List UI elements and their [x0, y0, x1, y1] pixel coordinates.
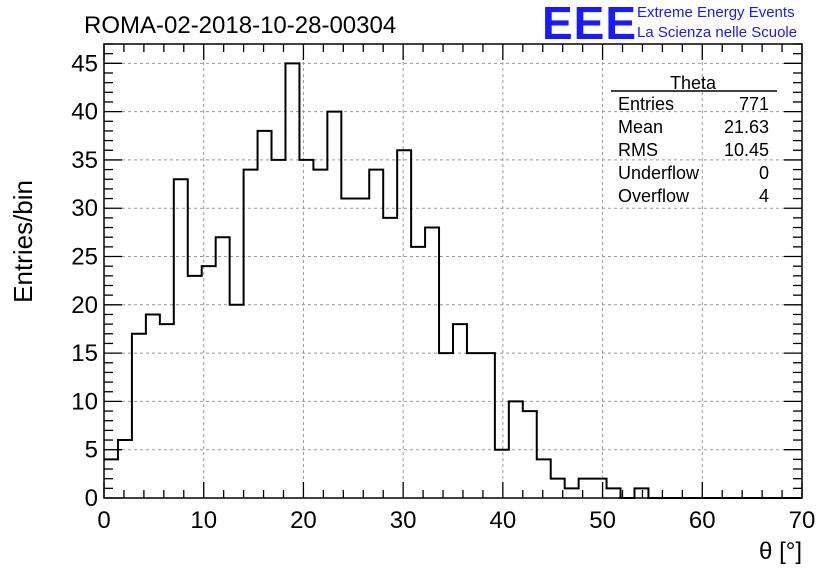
x-tick-label: 0: [97, 507, 110, 534]
stats-label-overflow: Overflow: [618, 186, 690, 206]
y-tick-label: 30: [71, 195, 98, 222]
x-tick-label: 50: [589, 507, 616, 534]
x-tick-labels: 0 10 20 30 40 50 60 70: [97, 507, 815, 534]
x-tick-label: 10: [190, 507, 217, 534]
stats-value-mean: 21.63: [724, 117, 769, 137]
chart-title: ROMA-02-2018-10-28-00304: [84, 12, 396, 39]
histogram-outline: [104, 62, 802, 499]
eee-logo: EEE: [542, 0, 638, 49]
stats-label-mean: Mean: [618, 117, 663, 137]
axis-ticks: [103, 43, 803, 499]
stats-box: Theta Entries 771 Mean 21.63 RMS 10.45 U…: [611, 73, 777, 206]
stats-label-rms: RMS: [618, 140, 658, 160]
grid-lines: [104, 44, 802, 498]
y-tick-label: 0: [85, 485, 98, 512]
x-tick-label: 40: [490, 507, 517, 534]
y-tick-label: 45: [71, 50, 98, 77]
y-tick-label: 10: [71, 388, 98, 415]
stats-title: Theta: [670, 73, 717, 93]
logo-line-1: Extreme Energy Events: [637, 4, 795, 21]
stats-value-rms: 10.45: [724, 140, 769, 160]
logo-line-2: La Scienza nelle Scuole: [637, 24, 798, 41]
x-tick-label: 60: [689, 507, 716, 534]
y-tick-label: 35: [71, 147, 98, 174]
y-tick-label: 25: [71, 244, 98, 271]
stats-label-entries: Entries: [618, 94, 674, 114]
y-tick-label: 15: [71, 340, 98, 367]
x-axis-label: θ [°]: [759, 538, 802, 565]
y-tick-label: 20: [71, 292, 98, 319]
plot-frame: [103, 43, 803, 499]
stats-value-entries: 771: [739, 94, 769, 114]
y-tick-labels: 0 5 10 15 20 25 30 35 40 45: [71, 50, 98, 512]
y-tick-label: 40: [71, 99, 98, 126]
stats-value-underflow: 0: [759, 163, 769, 183]
x-tick-label: 20: [290, 507, 317, 534]
y-axis-label: Entries/bin: [8, 180, 38, 303]
stats-value-overflow: 4: [759, 186, 769, 206]
x-tick-label: 30: [390, 507, 417, 534]
y-tick-label: 5: [85, 437, 98, 464]
x-tick-label: 70: [789, 507, 816, 534]
stats-label-underflow: Underflow: [618, 163, 700, 183]
